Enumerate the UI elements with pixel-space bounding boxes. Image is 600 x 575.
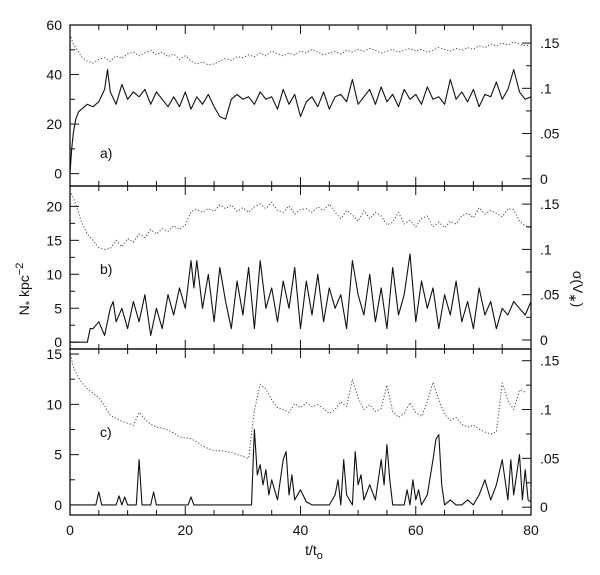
x-tick-label: 20 bbox=[177, 522, 193, 538]
panel-label: b) bbox=[100, 261, 112, 277]
y-right-tick-label: .05 bbox=[540, 450, 560, 466]
y-right-tick-label: .1 bbox=[540, 402, 552, 418]
panel-0: 0 20 40 60 0 .05 .1 .15 a) bbox=[46, 17, 559, 187]
y-right-tick-label: 0 bbox=[540, 332, 548, 348]
x-tick-label: 40 bbox=[293, 522, 309, 538]
panel-frame bbox=[69, 24, 532, 187]
y-right-tick-label: .15 bbox=[540, 35, 560, 51]
panel-label: c) bbox=[100, 424, 112, 440]
y-axis-right-title: σ(V∗) bbox=[566, 271, 586, 308]
x-axis-title: t/to bbox=[305, 542, 323, 562]
y-right-tick-label: 0 bbox=[540, 499, 548, 515]
y-right-tick-label: .05 bbox=[540, 287, 560, 303]
x-tick-label: 80 bbox=[523, 522, 539, 538]
panels-group: 0 20 40 60 0 .05 .1 .15 a) 0 5 10 15 20 0 .05 .1 .15 b) 0 5 1… bbox=[46, 17, 559, 538]
y-left-tick-label: 40 bbox=[46, 67, 62, 83]
panel-label: a) bbox=[100, 145, 112, 161]
y-right-tick-label: .05 bbox=[540, 126, 560, 142]
y-right-tick-label: .15 bbox=[540, 353, 560, 369]
panel-2: 0 5 10 15 0 .05 .1 .15 c) bbox=[46, 346, 560, 516]
y-left-tick-label: 15 bbox=[46, 346, 62, 362]
y-left-tick-label: 10 bbox=[46, 396, 62, 412]
y-left-tick-label: 15 bbox=[46, 232, 62, 248]
series-dotted-line bbox=[69, 190, 532, 250]
y-axis-left-title-exp: −2 bbox=[14, 263, 26, 276]
y-axis-left-title-unit: kpc bbox=[16, 275, 32, 301]
y-right-tick-label: 0 bbox=[540, 171, 548, 187]
y-axis-left-title: N* kpc−2 bbox=[14, 263, 36, 316]
y-left-tick-label: 0 bbox=[54, 334, 62, 350]
x-tick-label: 60 bbox=[408, 522, 424, 538]
y-left-tick-label: 0 bbox=[54, 497, 62, 513]
y-left-tick-label: 20 bbox=[46, 198, 62, 214]
y-axis-right-title-sub: ∗ bbox=[566, 293, 578, 302]
series-dotted-line bbox=[69, 33, 532, 66]
y-left-tick-label: 20 bbox=[46, 116, 62, 132]
series-solid-line bbox=[69, 69, 532, 174]
y-right-tick-label: .15 bbox=[540, 196, 560, 212]
series-solid-line bbox=[70, 253, 532, 343]
y-left-tick-label: 5 bbox=[54, 300, 62, 316]
y-left-tick-label: 10 bbox=[46, 266, 62, 282]
series-dotted-line bbox=[69, 350, 526, 459]
y-left-tick-label: 60 bbox=[46, 17, 62, 33]
y-right-tick-label: .1 bbox=[540, 80, 552, 96]
panel-1: 0 5 10 15 20 0 .05 .1 .15 b) bbox=[46, 185, 560, 350]
y-left-tick-label: 0 bbox=[54, 166, 62, 182]
series-solid-line bbox=[70, 428, 532, 506]
y-left-tick-label: 5 bbox=[54, 447, 62, 463]
y-axis-left-title-sub: * bbox=[24, 300, 36, 305]
y-axis-right-title-close: ) bbox=[570, 303, 586, 308]
x-axis-title-sub: o bbox=[317, 550, 323, 562]
x-tick-label: 0 bbox=[66, 522, 74, 538]
y-right-tick-label: .1 bbox=[540, 241, 552, 257]
